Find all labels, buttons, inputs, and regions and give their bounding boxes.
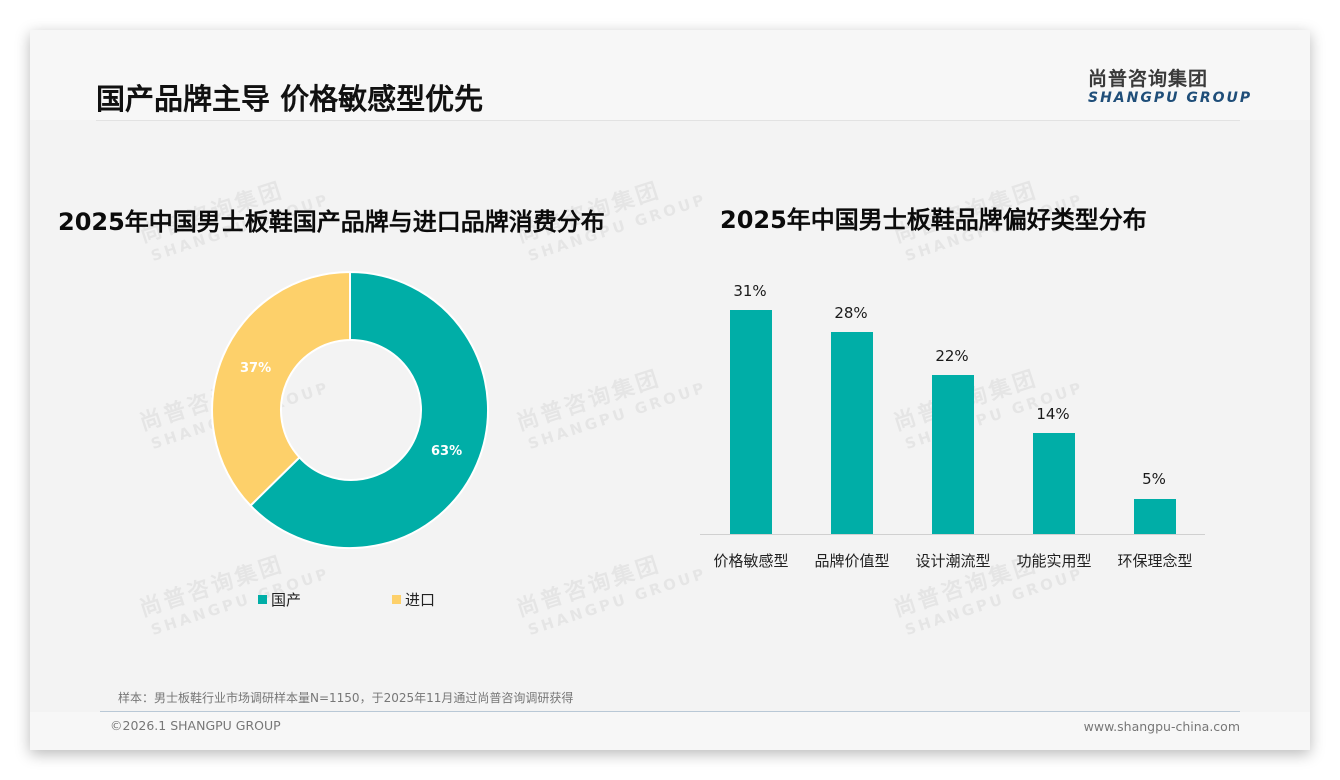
bar-category-label: 功能实用型	[1016, 552, 1092, 570]
bar-category-label: 环保理念型	[1117, 552, 1193, 570]
footer-band	[30, 712, 1310, 750]
x-axis-line	[700, 534, 1205, 535]
bar-value: 22%	[935, 347, 969, 365]
donut-label-imported: 37%	[240, 361, 272, 376]
bar-value: 28%	[834, 304, 868, 322]
legend-swatch-yellow	[392, 595, 401, 604]
legend-label: 国产	[271, 591, 302, 609]
bar-value: 5%	[1142, 470, 1166, 488]
bar-category-label: 价格敏感型	[713, 552, 789, 570]
donut-slice-imported[interactable]	[211, 270, 351, 508]
slide: 尚普咨询集团 SHANGPU GROUP 尚普咨询集团 SHANGPU GROUP …	[30, 30, 1310, 750]
legend-label: 进口	[405, 591, 436, 609]
donut-chart-title: 2025年中国男士板鞋国产品牌与进口品牌消费分布	[58, 208, 605, 236]
logo-cn-text: 尚普咨询集团	[1088, 68, 1209, 90]
company-logo: 尚普咨询集团 SHANGPU GROUP	[1088, 64, 1253, 106]
bar-value: 14%	[1036, 405, 1070, 423]
website-link[interactable]: www.shangpu-china.com	[1083, 719, 1240, 734]
donut-slice-domestic[interactable]	[249, 270, 489, 549]
bar-value: 31%	[733, 282, 767, 300]
header-divider	[96, 120, 1240, 121]
copyright-text: ©2026.1 SHANGPU GROUP	[110, 718, 281, 733]
bar-chart: 31% 28% 22% 14% 5% 价格敏感型 品牌价值型 设计潮流型 功能实…	[700, 270, 1210, 580]
bar-design-trend[interactable]	[932, 375, 974, 534]
legend-item-domestic: 国产	[258, 589, 301, 610]
bar-brand-value[interactable]	[831, 332, 873, 534]
donut-svg	[211, 270, 489, 549]
bar-chart-title: 2025年中国男士板鞋品牌偏好类型分布	[720, 206, 1147, 234]
header-band	[30, 30, 1310, 120]
donut-chart: 63% 37%	[210, 270, 490, 550]
source-note: 样本：男士板鞋行业市场调研样本量N=1150，于2025年11月通过尚普咨询调研…	[118, 691, 574, 705]
footer-divider	[100, 711, 1240, 712]
bar-category-label: 设计潮流型	[915, 552, 991, 570]
bar-functional[interactable]	[1033, 433, 1075, 534]
bar-eco[interactable]	[1134, 499, 1176, 534]
bar-price-sensitive[interactable]	[730, 310, 772, 534]
legend-swatch-teal	[258, 595, 267, 604]
bar-category-label: 品牌价值型	[814, 552, 890, 570]
logo-en-text: SHANGPU GROUP	[1088, 90, 1253, 106]
page-title: 国产品牌主导 价格敏感型优先	[96, 82, 484, 116]
donut-label-domestic: 63%	[431, 444, 463, 459]
legend-item-imported: 进口	[392, 589, 435, 610]
